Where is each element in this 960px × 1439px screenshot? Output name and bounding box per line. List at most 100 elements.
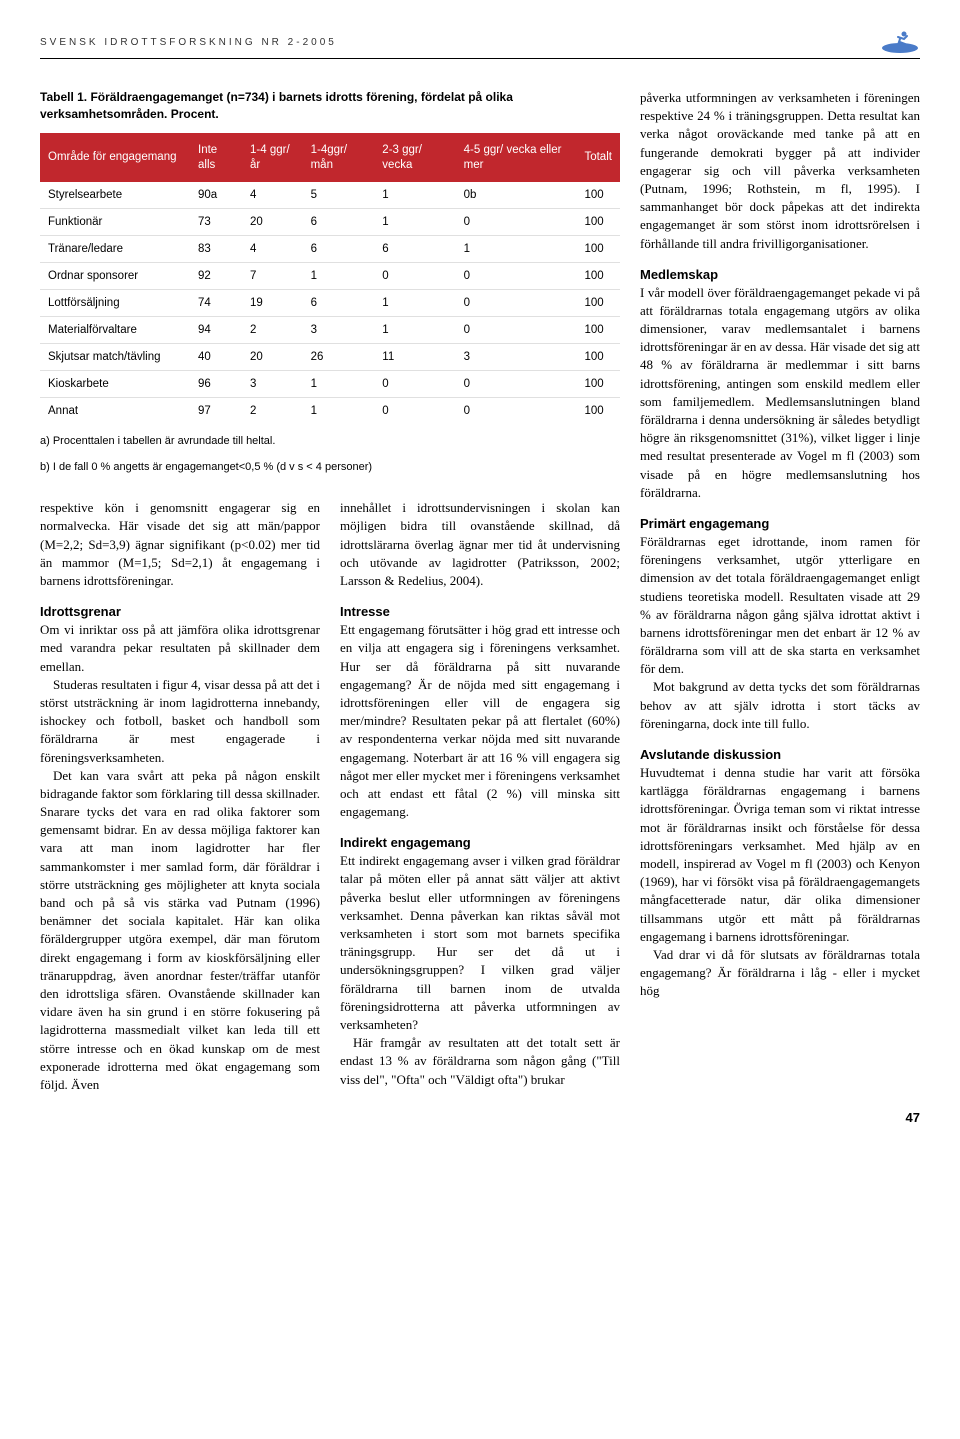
table-cell: 20 xyxy=(242,209,303,236)
table-cell: 7 xyxy=(242,263,303,290)
paragraph: Huvudtemat i denna studie har varit att … xyxy=(640,764,920,946)
table-cell: 5 xyxy=(303,182,375,209)
paragraph: Mot bakgrund av detta tycks det som förä… xyxy=(640,678,920,733)
table-cell: 3 xyxy=(303,317,375,344)
paragraph: I vår modell över föräldraengagemanget p… xyxy=(640,284,920,502)
table-cell: Materialförvaltare xyxy=(40,317,190,344)
table-cell: 0 xyxy=(456,209,577,236)
paragraph: Här framgår av resultaten att det totalt… xyxy=(340,1034,620,1089)
table-row: Kioskarbete963100100 xyxy=(40,371,620,398)
table-cell: 2 xyxy=(242,317,303,344)
table-cell: 100 xyxy=(576,344,620,371)
section-heading: Intresse xyxy=(340,604,620,619)
table-cell: Skjutsar match/tävling xyxy=(40,344,190,371)
table-footnote-a: a) Procenttalen i tabellen är avrundade … xyxy=(40,434,620,449)
table-cell: 74 xyxy=(190,290,242,317)
page-number: 47 xyxy=(40,1110,920,1125)
table-cell: Kioskarbete xyxy=(40,371,190,398)
table-cell: 0 xyxy=(374,263,455,290)
table-cell: 6 xyxy=(303,290,375,317)
col-header: 4-5 ggr/ vecka eller mer xyxy=(456,133,577,183)
table-row: Annat972100100 xyxy=(40,398,620,425)
paragraph: Om vi inriktar oss på att jämföra olika … xyxy=(40,621,320,676)
runner-icon xyxy=(880,30,920,54)
table-cell: 1 xyxy=(374,317,455,344)
table-cell: 1 xyxy=(374,209,455,236)
table-cell: Funktionär xyxy=(40,209,190,236)
table-cell: Tränare/ledare xyxy=(40,236,190,263)
table-row: Tränare/ledare834661100 xyxy=(40,236,620,263)
paragraph: Det kan vara svårt att peka på någon ens… xyxy=(40,767,320,1094)
table-cell: 0 xyxy=(456,317,577,344)
section-heading: Primärt engagemang xyxy=(640,516,920,531)
table-cell: 2 xyxy=(242,398,303,425)
table-cell: 4 xyxy=(242,182,303,209)
table-cell: 1 xyxy=(374,182,455,209)
table-cell: 4 xyxy=(242,236,303,263)
table-cell: 100 xyxy=(576,398,620,425)
table-caption: Tabell 1. Föräldraengagemanget (n=734) i… xyxy=(40,89,620,123)
col-header: 1-4 ggr/år xyxy=(242,133,303,183)
table-cell: 100 xyxy=(576,263,620,290)
paragraph: innehållet i idrottsundervisningen i sko… xyxy=(340,499,620,590)
table-cell: 19 xyxy=(242,290,303,317)
paragraph: påverka utformningen av verksamheten i f… xyxy=(640,89,920,253)
table-cell: 100 xyxy=(576,236,620,263)
table-cell: 0 xyxy=(374,398,455,425)
col-header: Inte alls xyxy=(190,133,242,183)
table-cell: 6 xyxy=(303,236,375,263)
col-header: 2-3 ggr/ vecka xyxy=(374,133,455,183)
table-cell: 100 xyxy=(576,209,620,236)
table-cell: 0 xyxy=(374,371,455,398)
table-cell: 90a xyxy=(190,182,242,209)
paragraph: Ett indirekt engagemang avser i vilken g… xyxy=(340,852,620,1034)
body-column-3: påverka utformningen av verksamheten i f… xyxy=(640,89,920,1094)
table-cell: 100 xyxy=(576,290,620,317)
col-header: Totalt xyxy=(576,133,620,183)
col-header: Område för engagemang xyxy=(40,133,190,183)
table-cell: Annat xyxy=(40,398,190,425)
page-header: SVENSK IDROTTSFORSKNING NR 2-2005 xyxy=(40,30,920,59)
table-cell: 40 xyxy=(190,344,242,371)
table-cell: 83 xyxy=(190,236,242,263)
table-cell: 73 xyxy=(190,209,242,236)
table-cell: 11 xyxy=(374,344,455,371)
table-cell: 26 xyxy=(303,344,375,371)
table-row: Materialförvaltare942310100 xyxy=(40,317,620,344)
section-heading: Idrottsgrenar xyxy=(40,604,320,619)
table-cell: 96 xyxy=(190,371,242,398)
table-row: Skjutsar match/tävling402026113100 xyxy=(40,344,620,371)
body-column-1: respektive kön i genomsnitt engagerar si… xyxy=(40,499,320,1094)
table-row: Styrelsearbete90a4510b100 xyxy=(40,182,620,209)
table-cell: 1 xyxy=(456,236,577,263)
table-cell: 100 xyxy=(576,317,620,344)
table-cell: 0 xyxy=(456,290,577,317)
table-cell: 0 xyxy=(456,263,577,290)
paragraph: respektive kön i genomsnitt engagerar si… xyxy=(40,499,320,590)
table-cell: 100 xyxy=(576,371,620,398)
section-heading: Avslutande diskussion xyxy=(640,747,920,762)
table-row: Ordnar sponsorer927100100 xyxy=(40,263,620,290)
table-row: Lottförsäljning7419610100 xyxy=(40,290,620,317)
table-cell: 0b xyxy=(456,182,577,209)
table-cell: 1 xyxy=(303,263,375,290)
journal-title: SVENSK IDROTTSFORSKNING NR 2-2005 xyxy=(40,37,337,48)
section-heading: Indirekt engagemang xyxy=(340,835,620,850)
table-cell: 3 xyxy=(242,371,303,398)
engagement-table: Område för engagemang Inte alls 1-4 ggr/… xyxy=(40,133,620,425)
table-footnote-b: b) I de fall 0 % angetts är engagemanget… xyxy=(40,460,620,475)
table-cell: 97 xyxy=(190,398,242,425)
col-header: 1-4ggr/ mån xyxy=(303,133,375,183)
paragraph: Vad drar vi då för slutsats av föräldrar… xyxy=(640,946,920,1001)
section-heading: Medlemskap xyxy=(640,267,920,282)
table-cell: 1 xyxy=(374,290,455,317)
table-cell: 0 xyxy=(456,371,577,398)
table-cell: Ordnar sponsorer xyxy=(40,263,190,290)
table-cell: 20 xyxy=(242,344,303,371)
paragraph: Ett engagemang förutsätter i hög grad et… xyxy=(340,621,620,821)
table-row: Funktionär7320610100 xyxy=(40,209,620,236)
paragraph: Studeras resultaten i figur 4, visar des… xyxy=(40,676,320,767)
table-cell: 1 xyxy=(303,398,375,425)
table-cell: 3 xyxy=(456,344,577,371)
table-cell: 100 xyxy=(576,182,620,209)
